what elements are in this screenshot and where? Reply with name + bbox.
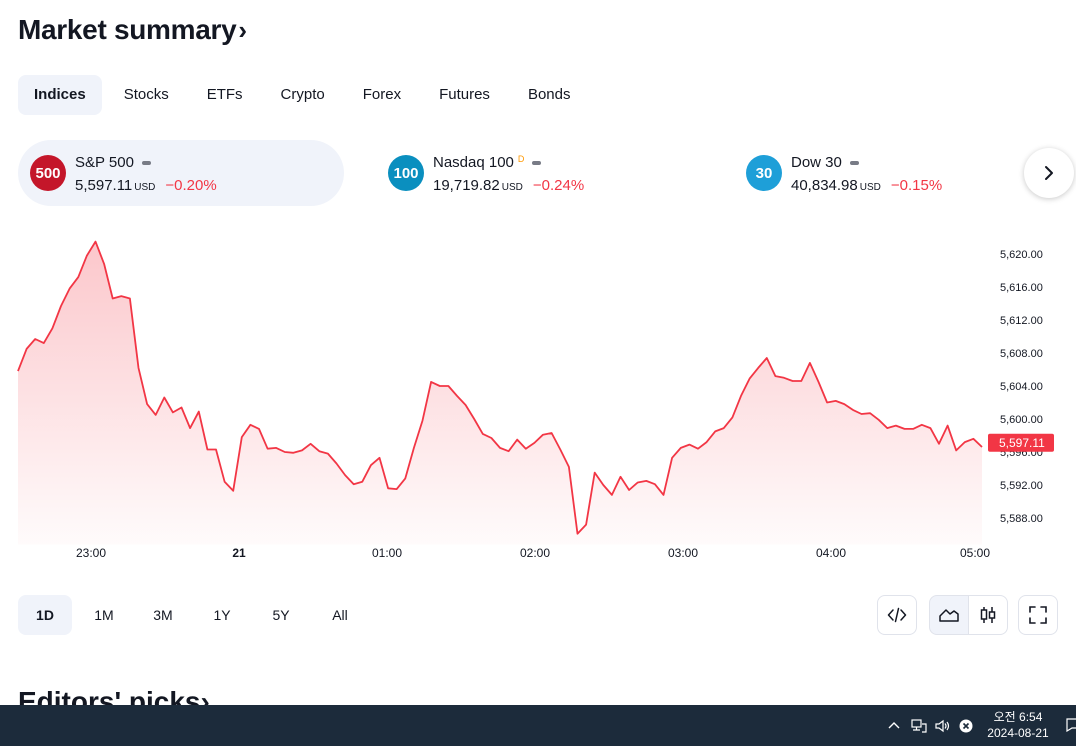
page-title-text: Market summary — [18, 14, 237, 45]
price-area — [18, 241, 982, 545]
dash-icon — [849, 160, 859, 165]
sp500-badge: 500 — [30, 155, 66, 191]
last-price-value: 5,597.11 — [999, 436, 1045, 450]
index-change: −0.20% — [165, 176, 217, 194]
tab-stocks[interactable]: Stocks — [123, 86, 169, 103]
y-tick-label: 5,616.00 — [1000, 282, 1043, 294]
x-tick-label: 02:00 — [520, 546, 550, 560]
close-circle-icon[interactable] — [958, 718, 974, 734]
dow30-badge: 30 — [746, 155, 782, 191]
show-hidden-icons-icon[interactable] — [886, 718, 902, 734]
next-cards-button[interactable] — [1024, 148, 1074, 198]
tab-indices[interactable]: Indices — [18, 75, 102, 115]
chevron-right-icon — [1045, 166, 1053, 180]
tab-bonds[interactable]: Bonds — [527, 86, 571, 103]
chart-tools — [0, 595, 1076, 635]
index-value: 5,597.11 — [75, 176, 133, 194]
index-unit: USD — [859, 181, 881, 193]
embed-code-icon — [887, 607, 907, 623]
y-tick-label: 5,608.00 — [1000, 348, 1043, 360]
fullscreen-icon — [1029, 606, 1047, 624]
index-unit: USD — [134, 181, 156, 193]
range-all[interactable]: All — [332, 607, 348, 623]
range-1d[interactable]: 1D — [18, 595, 72, 635]
index-card-sp500[interactable]: 500 S&P 500 5,597.11 USD −0.20% — [18, 140, 344, 206]
y-axis: 5,620.00 5,616.00 5,612.00 5,608.00 5,604.00… — [1000, 249, 1043, 525]
tab-forex[interactable]: Forex — [362, 86, 402, 103]
clock-date: 2024-08-21 — [987, 726, 1049, 740]
embed-button[interactable] — [877, 595, 917, 635]
index-value: 19,719.82 — [433, 176, 500, 194]
candles-icon — [980, 607, 996, 623]
index-change: −0.15% — [890, 176, 943, 194]
last-price-label: 5,597.11 — [988, 433, 1054, 452]
chevron-right-icon: › — [200, 686, 210, 717]
x-tick-label: 03:00 — [668, 546, 698, 560]
index-cards: 500 S&P 500 5,597.11 USD −0.20% 100 Nasdaq… — [18, 140, 1018, 206]
fullscreen-button[interactable] — [1018, 595, 1058, 635]
y-tick-label: 5,620.00 — [1000, 249, 1043, 261]
index-name: Nasdaq 100 — [433, 154, 514, 171]
chevron-right-icon: › — [238, 14, 247, 45]
area-style-button[interactable] — [929, 595, 969, 635]
y-tick-label: 5,588.00 — [1000, 513, 1043, 525]
delayed-mark: D — [517, 153, 525, 164]
area-chart-icon — [939, 609, 959, 622]
range-selector: 1D 1M 3M 1Y 5Y All — [18, 595, 372, 635]
index-card-dow30[interactable]: 30 Dow 30 40,834.98 USD −0.15% — [734, 140, 1014, 206]
index-name: S&P 500 — [75, 154, 134, 171]
x-axis: 23:00 21 01:00 02:00 03:00 04:00 05:00 — [76, 546, 990, 560]
index-unit: USD — [501, 181, 523, 193]
volume-icon[interactable] — [934, 718, 952, 734]
candles-style-button[interactable] — [968, 595, 1008, 635]
tab-crypto[interactable]: Crypto — [280, 86, 325, 103]
notification-icon[interactable] — [1066, 718, 1076, 732]
index-name: Dow 30 — [791, 154, 842, 171]
nasdaq100-badge: 100 — [388, 155, 424, 191]
tab-futures[interactable]: Futures — [439, 86, 490, 103]
tab-etfs[interactable]: ETFs — [206, 86, 243, 103]
dash-icon — [532, 160, 542, 165]
price-chart[interactable]: 5,620.00 5,616.00 5,612.00 5,608.00 5,604.00… — [0, 220, 1076, 570]
x-tick-label: 21 — [232, 546, 246, 560]
x-tick-label: 01:00 — [372, 546, 402, 560]
range-1m[interactable]: 1M — [94, 607, 114, 623]
system-clock[interactable]: 오전 6:54 2024-08-21 — [978, 709, 1058, 741]
y-tick-label: 5,604.00 — [1000, 381, 1043, 393]
y-tick-label: 5,600.00 — [1000, 414, 1043, 426]
range-5y[interactable]: 5Y — [272, 607, 290, 623]
clock-time: 오전 6:54 — [993, 710, 1043, 724]
index-card-nasdaq100[interactable]: 100 Nasdaq 100 D 19,719.82 USD −0.24% — [376, 140, 696, 206]
network-icon[interactable] — [910, 718, 928, 734]
dash-icon — [141, 160, 151, 165]
windows-taskbar: 오전 6:54 2024-08-21 — [0, 705, 1076, 746]
x-tick-label: 04:00 — [816, 546, 846, 560]
y-tick-label: 5,592.00 — [1000, 480, 1043, 492]
index-value: 40,834.98 — [791, 176, 858, 194]
y-tick-label: 5,612.00 — [1000, 315, 1043, 327]
page-title[interactable]: Market summary › — [18, 14, 247, 46]
index-change: −0.24% — [532, 176, 585, 194]
system-tray — [886, 705, 974, 746]
price-line — [17, 240, 983, 535]
range-1y[interactable]: 1Y — [213, 607, 231, 623]
range-3m[interactable]: 3M — [153, 607, 173, 623]
x-tick-label: 23:00 — [76, 546, 106, 560]
x-tick-label: 05:00 — [960, 546, 990, 560]
category-tabs: Indices Stocks ETFs Crypto Forex Futures… — [18, 75, 592, 115]
